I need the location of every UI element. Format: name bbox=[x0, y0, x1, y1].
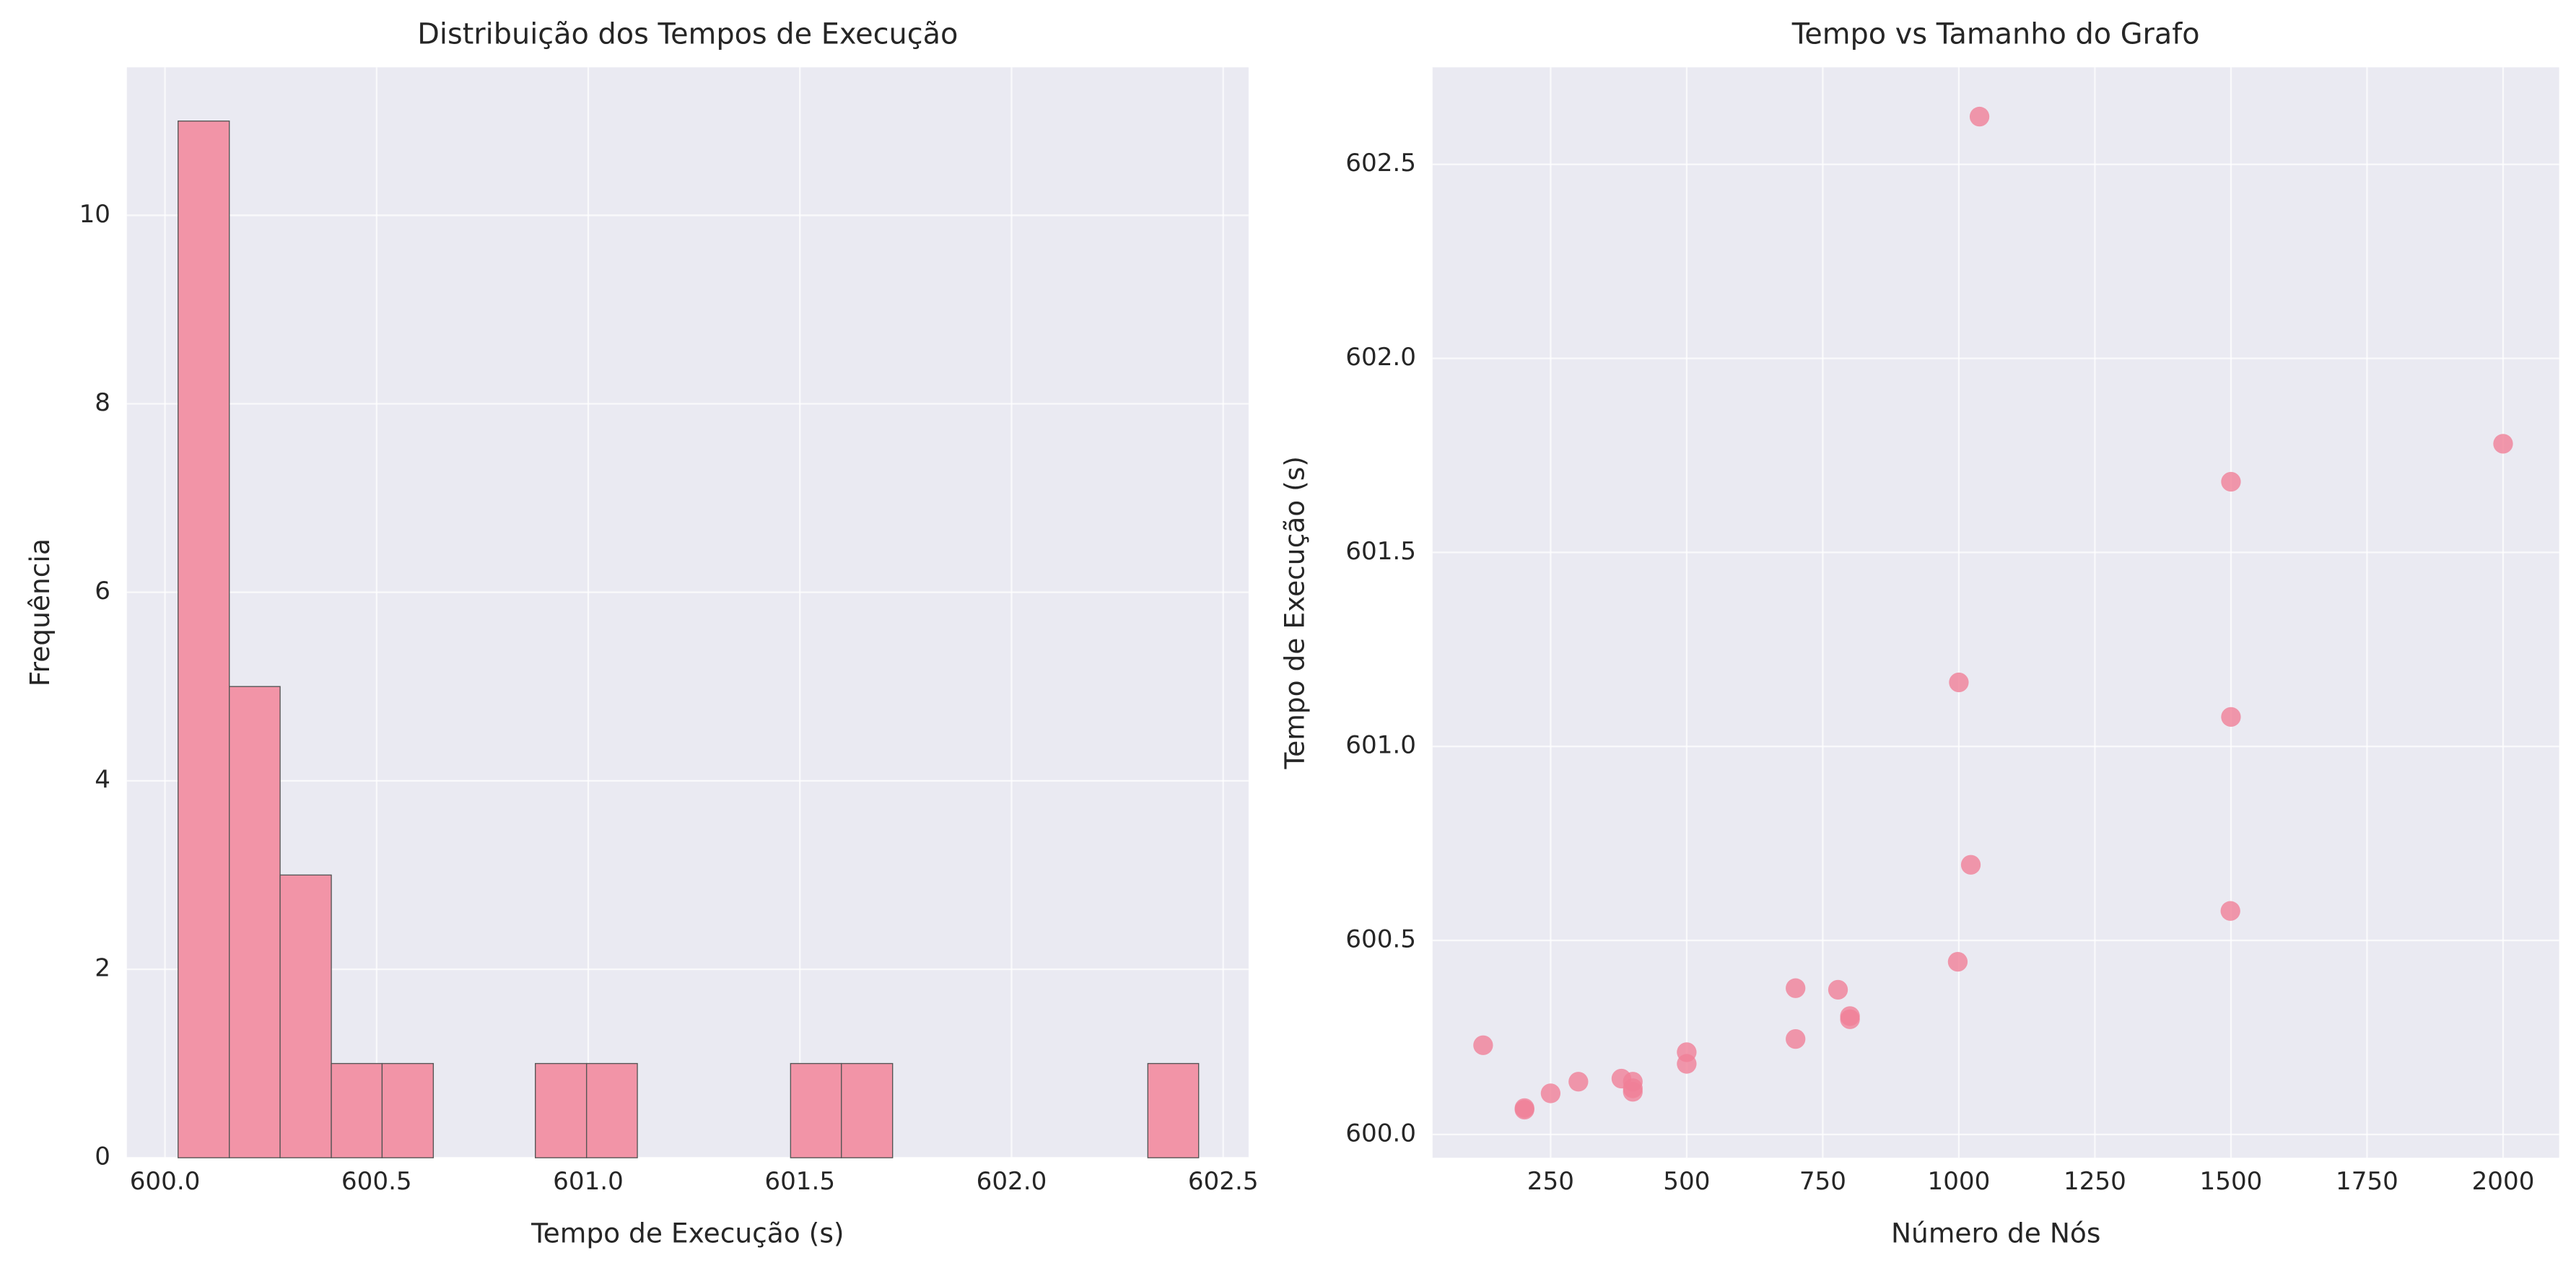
point bbox=[1786, 978, 1806, 998]
bar bbox=[279, 874, 332, 1158]
bar bbox=[585, 1062, 638, 1158]
bar bbox=[229, 686, 281, 1158]
chart-title: Distribuição dos Tempos de Execução bbox=[417, 18, 958, 51]
point bbox=[1786, 1028, 1806, 1049]
point bbox=[1947, 951, 1968, 972]
point bbox=[2493, 434, 2513, 454]
bar bbox=[535, 1062, 588, 1158]
bar bbox=[790, 1062, 842, 1158]
bar bbox=[331, 1062, 383, 1158]
x-tick-label: 602.5 bbox=[1188, 1167, 1259, 1196]
y-tick-label: 0 bbox=[95, 1142, 110, 1171]
x-tick-label: 600.0 bbox=[130, 1167, 201, 1196]
x-tick-label: 600.5 bbox=[341, 1167, 412, 1196]
y-tick-label: 602.0 bbox=[1345, 343, 1416, 372]
point bbox=[1949, 672, 1969, 693]
point bbox=[2221, 471, 2241, 492]
y-tick-label: 600.5 bbox=[1345, 925, 1416, 954]
x-tick-label: 1750 bbox=[2336, 1167, 2398, 1196]
point bbox=[2221, 707, 2241, 727]
y-tick-label: 600.0 bbox=[1345, 1119, 1416, 1148]
y-tick-label: 601.0 bbox=[1345, 731, 1416, 760]
point bbox=[1840, 1009, 1860, 1029]
x-tick-label: 250 bbox=[1527, 1167, 1574, 1196]
x-axis-label: Tempo de Execução (s) bbox=[531, 1218, 844, 1249]
y-tick-label: 601.5 bbox=[1345, 537, 1416, 566]
y-axis-label: Tempo de Execução (s) bbox=[1278, 456, 1310, 769]
y-tick-label: 2 bbox=[95, 953, 110, 982]
point bbox=[1677, 1054, 1697, 1074]
point bbox=[1623, 1082, 1643, 1102]
point bbox=[1514, 1098, 1534, 1118]
x-tick-label: 601.5 bbox=[764, 1167, 835, 1196]
bar bbox=[841, 1062, 894, 1158]
y-tick-label: 6 bbox=[95, 577, 110, 606]
point bbox=[1540, 1083, 1561, 1104]
point bbox=[2220, 901, 2240, 921]
x-tick-label: 601.0 bbox=[553, 1167, 624, 1196]
x-tick-label: 1500 bbox=[2200, 1167, 2263, 1196]
x-tick-label: 1250 bbox=[2064, 1167, 2126, 1196]
chart-title: Tempo vs Tamanho do Grafo bbox=[1791, 18, 2200, 51]
x-tick-label: 2000 bbox=[2472, 1167, 2535, 1196]
point bbox=[1473, 1035, 1493, 1055]
x-tick-label: 602.0 bbox=[977, 1167, 1047, 1196]
y-axis-label: Frequência bbox=[24, 538, 56, 686]
point bbox=[1828, 979, 1848, 1000]
x-tick-label: 1000 bbox=[1927, 1167, 1990, 1196]
bar bbox=[178, 121, 230, 1158]
point bbox=[1568, 1072, 1589, 1092]
y-tick-label: 602.5 bbox=[1345, 149, 1416, 178]
point bbox=[1960, 855, 1981, 875]
x-tick-label: 500 bbox=[1663, 1167, 1710, 1196]
y-tick-label: 8 bbox=[95, 388, 110, 417]
bar bbox=[1147, 1062, 1200, 1158]
x-axis-label: Número de Nós bbox=[1891, 1218, 2100, 1249]
point bbox=[1969, 106, 1990, 127]
x-tick-label: 750 bbox=[1799, 1167, 1846, 1196]
bar bbox=[381, 1062, 435, 1158]
plot-background bbox=[1432, 67, 2559, 1158]
y-tick-label: 10 bbox=[79, 200, 110, 229]
y-tick-label: 4 bbox=[95, 765, 110, 794]
